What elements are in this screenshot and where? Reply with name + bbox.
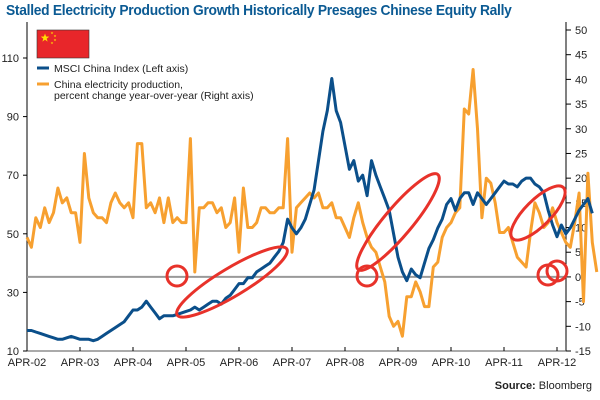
flag-field bbox=[36, 29, 90, 59]
left-tick-label: 110 bbox=[1, 53, 19, 65]
left-tick-label: 50 bbox=[7, 229, 19, 241]
chart-title: Stalled Electricity Production Growth Hi… bbox=[6, 2, 512, 19]
annotation-ellipse bbox=[355, 172, 441, 272]
x-tick-label: APR-02 bbox=[8, 357, 47, 369]
right-tick-label: 5 bbox=[575, 247, 581, 259]
right-tick-label: -15 bbox=[575, 346, 591, 358]
left-tick-label: 30 bbox=[7, 287, 19, 299]
x-tick-label: APR-06 bbox=[220, 357, 259, 369]
series-electricity-line bbox=[25, 68, 599, 338]
legend: MSCI China Index (Left axis) China electr… bbox=[37, 63, 254, 102]
left-tick-label: 70 bbox=[7, 170, 19, 182]
right-tick-label: 40 bbox=[575, 74, 587, 86]
source-label: Source: bbox=[494, 380, 536, 392]
left-tick-label: 90 bbox=[7, 112, 19, 124]
series-msci-line bbox=[27, 77, 594, 343]
right-tick-label: -10 bbox=[575, 321, 591, 333]
right-tick-label: -5 bbox=[575, 297, 585, 309]
annotation-ellipse bbox=[509, 184, 567, 242]
x-tick-label: APR-11 bbox=[485, 357, 523, 369]
x-tick-label: APR-07 bbox=[273, 357, 312, 369]
annotation-ellipse bbox=[175, 245, 289, 319]
x-tick-label: APR-08 bbox=[326, 357, 365, 369]
annotation-circle bbox=[355, 264, 379, 288]
x-tick-label: APR-03 bbox=[61, 357, 100, 369]
legend-label-electricity-line1: China electricity production, bbox=[54, 79, 183, 91]
x-tick-label: APR-04 bbox=[114, 357, 153, 369]
source-note: Source: Bloomberg bbox=[495, 380, 592, 392]
left-tick-label: 10 bbox=[7, 346, 19, 358]
x-tick-label: APR-09 bbox=[379, 357, 418, 369]
x-tick-label: APR-12 bbox=[538, 357, 577, 369]
flag-small-star bbox=[50, 41, 54, 45]
china-flag-icon bbox=[36, 29, 90, 59]
x-tick-label: APR-05 bbox=[167, 357, 206, 369]
right-tick-label: 35 bbox=[575, 99, 587, 111]
right-tick-label: 20 bbox=[575, 173, 587, 185]
x-tick-label: APR-10 bbox=[432, 357, 471, 369]
annotation-circle bbox=[165, 264, 189, 288]
right-tick-label: 50 bbox=[575, 25, 587, 37]
source-value: Bloomberg bbox=[538, 380, 592, 392]
annotation-circle bbox=[545, 259, 569, 283]
right-tick-label: 45 bbox=[575, 50, 587, 62]
flag-small-star bbox=[50, 31, 54, 35]
flag-big-star bbox=[40, 33, 50, 42]
right-tick-label: 0 bbox=[575, 272, 581, 284]
right-tick-label: 25 bbox=[575, 148, 587, 160]
legend-label-electricity-line2: percent change year-over-year (Right axi… bbox=[54, 90, 254, 102]
legend-label-msci: MSCI China Index (Left axis) bbox=[54, 63, 188, 75]
flag-small-star bbox=[53, 34, 57, 38]
right-tick-label: 30 bbox=[575, 124, 587, 136]
flag-small-star bbox=[53, 38, 57, 42]
